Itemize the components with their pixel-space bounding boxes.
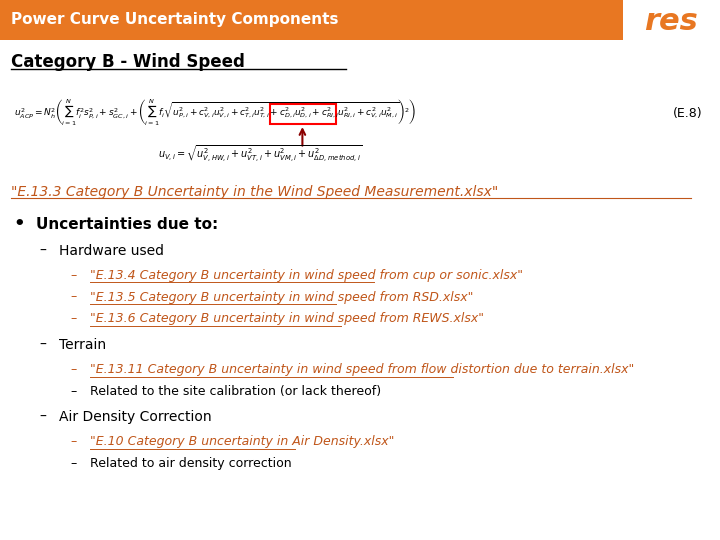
Text: Related to air density correction: Related to air density correction [90,457,292,470]
Text: "E.13.6 Category B uncertainty in wind speed from REWS.xlsx": "E.13.6 Category B uncertainty in wind s… [90,312,484,325]
Text: –: – [40,244,47,258]
Text: –: – [71,291,77,303]
Bar [0,0,623,40]
Text: –: – [71,269,77,282]
Text: –: – [71,435,77,448]
Text: •: • [13,215,24,233]
Text: –: – [71,385,77,398]
Text: "E.13.4 Category B uncertainty in wind speed from cup or sonic.xlsx": "E.13.4 Category B uncertainty in wind s… [90,269,523,282]
Text: Hardware used: Hardware used [59,244,164,258]
Bar [270,104,336,124]
Text: Uncertainties due to:: Uncertainties due to: [36,217,218,232]
Text: –: – [71,363,77,376]
Text: $u_{V,i} = \sqrt{u^2_{V,HW,i} + u^2_{VT,i} + u^2_{VM,i} + u^2_{\Delta D,method,i: $u_{V,i} = \sqrt{u^2_{V,HW,i} + u^2_{VT,… [158,144,363,164]
Text: Air Density Correction: Air Density Correction [59,410,212,424]
Text: res: res [644,8,698,37]
Text: –: – [71,312,77,325]
Text: Terrain: Terrain [59,338,106,352]
Text: –: – [40,410,47,424]
Text: "E.10 Category B uncertainty in Air Density.xlsx": "E.10 Category B uncertainty in Air Dens… [90,435,395,448]
Text: $u^2_{ACP} = N^2_h \left( \sum_{i=1}^{N} f_i^2 s^2_{P,i} + s^2_{GC,i} + \left( \: $u^2_{ACP} = N^2_h \left( \sum_{i=1}^{N}… [14,98,417,129]
Text: –: – [71,457,77,470]
Text: Related to the site calibration (or lack thereof): Related to the site calibration (or lack… [90,385,381,398]
Text: (E.8): (E.8) [672,107,702,120]
Text: –: – [40,338,47,352]
Text: "E.13.11 Category B uncertainty in wind speed from flow distortion due to terrai: "E.13.11 Category B uncertainty in wind … [90,363,634,376]
Text: Category B - Wind Speed: Category B - Wind Speed [11,53,245,71]
Text: "E.13.5 Category B uncertainty in wind speed from RSD.xlsx": "E.13.5 Category B uncertainty in wind s… [90,291,473,303]
Text: Power Curve Uncertainty Components: Power Curve Uncertainty Components [11,12,338,28]
Text: "E.13.3 Category B Uncertainty in the Wind Speed Measurement.xlsx": "E.13.3 Category B Uncertainty in the Wi… [11,185,498,199]
